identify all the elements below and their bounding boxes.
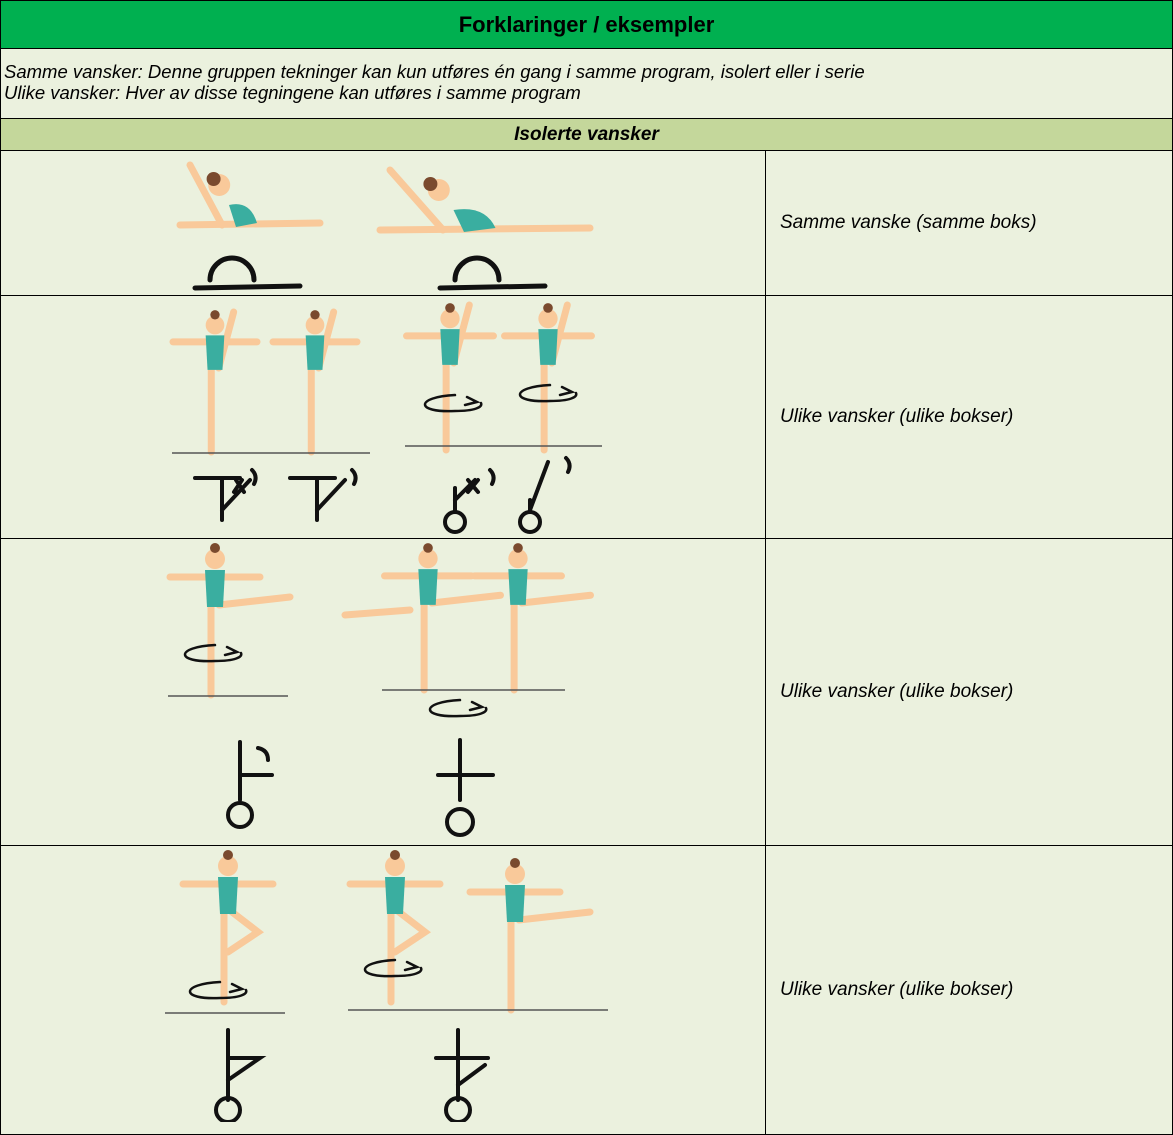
intro-line: Samme vansker: Denne gruppen tekninger k…: [4, 61, 865, 82]
torso: [385, 877, 405, 914]
image-cell: [0, 538, 766, 846]
head: [508, 548, 528, 569]
symbol: [423, 393, 483, 413]
hair: [206, 172, 221, 186]
hair: [210, 310, 220, 320]
limb: [224, 908, 265, 956]
hair: [510, 858, 520, 868]
symbol: [288, 468, 358, 522]
symbol: [518, 510, 542, 534]
limb: [428, 591, 504, 607]
limb: [518, 591, 594, 607]
hair: [513, 543, 523, 553]
head: [205, 549, 225, 569]
hair: [390, 850, 400, 860]
hair: [445, 303, 455, 313]
hair: [423, 543, 433, 553]
image-cell: [0, 295, 766, 539]
symbol: [363, 958, 423, 978]
hair: [310, 310, 320, 320]
symbol: [193, 468, 258, 522]
symbol: [226, 801, 254, 829]
head: [418, 548, 438, 569]
symbol: [428, 698, 488, 718]
hair: [423, 177, 438, 191]
symbol: [518, 383, 578, 403]
row-description: Ulike vansker (ulike bokser): [765, 538, 1173, 846]
limb: [391, 908, 432, 956]
symbol: [192, 255, 303, 291]
head: [440, 308, 460, 329]
section-title: Isolerte vansker: [0, 118, 1173, 151]
symbol: [437, 255, 548, 291]
torso: [218, 877, 238, 914]
torso: [508, 569, 528, 605]
limb: [215, 593, 294, 609]
torso: [305, 335, 325, 370]
head: [505, 864, 525, 884]
hair: [223, 850, 233, 860]
illustrations: [165, 161, 608, 1122]
symbol: [226, 1028, 267, 1102]
symbol: [436, 738, 495, 802]
symbol: [434, 1028, 490, 1102]
symbol: [445, 807, 475, 837]
symbol: [183, 643, 243, 663]
hair: [543, 303, 553, 313]
limb: [386, 166, 447, 234]
head: [305, 315, 325, 335]
symbol: [188, 980, 248, 1000]
symbol: [214, 1096, 242, 1122]
limb: [515, 908, 594, 924]
torso: [538, 329, 558, 365]
torso: [205, 570, 225, 607]
head: [538, 308, 558, 329]
torso: [505, 885, 525, 922]
row-description: Ulike vansker (ulike bokser): [765, 295, 1173, 539]
intro-line: Ulike vansker: Hver av disse tegningene …: [4, 82, 581, 103]
head: [385, 856, 405, 876]
limb: [341, 606, 414, 619]
hair: [210, 543, 220, 553]
symbol: [528, 456, 572, 514]
header-title: Forklaringer / eksempler: [0, 0, 1173, 49]
symbol: [238, 740, 274, 802]
symbol: [444, 1096, 472, 1122]
row-description: Ulike vansker (ulike bokser): [765, 845, 1173, 1135]
torso: [229, 204, 257, 227]
head: [205, 315, 225, 335]
torso: [418, 569, 438, 605]
head: [218, 856, 238, 876]
torso: [453, 209, 496, 232]
torso: [205, 335, 225, 370]
limb: [186, 161, 226, 229]
torso: [440, 329, 460, 365]
symbol: [443, 510, 467, 534]
symbol: [453, 468, 496, 514]
row-description: Samme vanske (samme boks): [765, 150, 1173, 296]
